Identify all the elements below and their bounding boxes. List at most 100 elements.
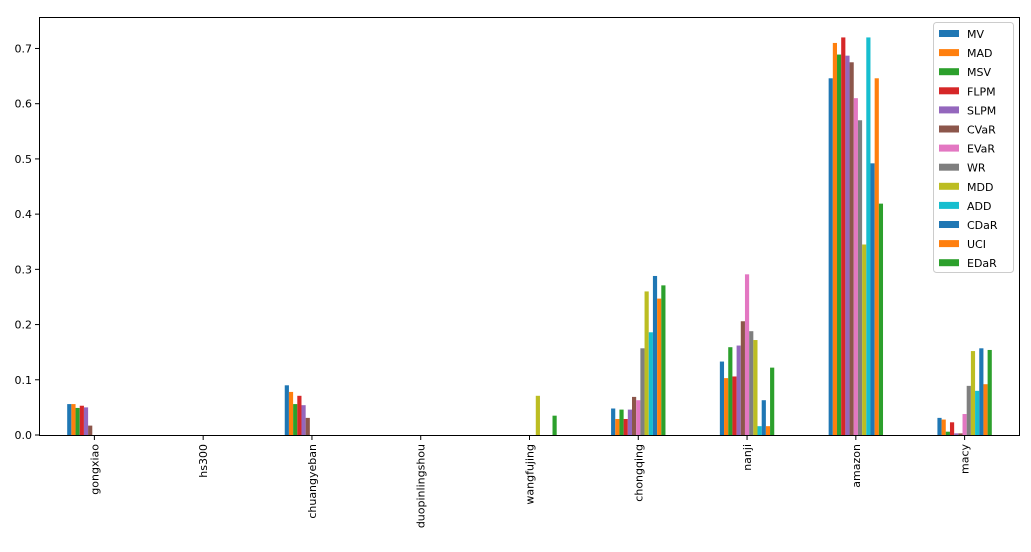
legend-swatch-slpm	[939, 106, 959, 114]
y-tick-label: 0.6	[15, 98, 33, 111]
bar-flpm-nanji	[732, 376, 737, 435]
bar-mdd-nanji	[753, 340, 758, 435]
legend-swatch-mad	[939, 49, 959, 57]
bar-edar-nanji	[770, 367, 775, 435]
bar-slpm-nanji	[736, 345, 741, 435]
y-tick-label: 0.5	[15, 153, 33, 166]
bar-cdar-chongqing	[652, 275, 658, 435]
legend-swatch-add	[939, 201, 959, 209]
bar-wr-macy	[966, 385, 971, 435]
x-tick-label: duopinlingshou	[415, 444, 428, 528]
bar-edar-macy	[987, 349, 992, 435]
bar-msv-macy	[945, 431, 950, 435]
x-tick-label: amazon	[850, 444, 863, 488]
legend-label-mdd: MDD	[967, 181, 993, 194]
bar-cdar-nanji	[761, 400, 766, 435]
y-tick-label: 0.1	[15, 374, 33, 387]
bar-wr-amazon	[857, 120, 863, 435]
bar-cvar-nanji	[740, 321, 745, 435]
y-tick-label: 0.2	[15, 319, 33, 332]
bar-msv-chongqing	[619, 409, 624, 435]
bar-mad-macy	[941, 419, 946, 435]
legend-label-slpm: SLPM	[967, 104, 996, 117]
legend-swatch-cdar	[939, 221, 959, 228]
legend-label-cdar: CDaR	[967, 219, 998, 232]
bar-msv-nanji	[728, 347, 733, 435]
bar-cvar-amazon	[849, 62, 854, 435]
legend-label-wr: WR	[967, 162, 986, 175]
bar-edar-chongqing	[661, 285, 666, 435]
x-tick-label: gongxiao	[88, 444, 101, 495]
bar-evar-nanji	[744, 274, 750, 435]
legend-label-add: ADD	[967, 200, 991, 213]
legend-label-cvar: CVaR	[967, 124, 996, 137]
bar-mv-chongqing	[611, 408, 616, 435]
y-tick-label: 0.0	[15, 429, 33, 442]
bars	[67, 37, 992, 436]
bar-mdd-wangfujing	[535, 395, 540, 435]
legend-label-edar: EDaR	[967, 257, 997, 270]
legend-swatch-msv	[939, 68, 959, 76]
x-tick-label: wangfujing	[524, 444, 537, 505]
bar-mad-chuangyeban	[288, 391, 294, 435]
bar-mv-gongxiao	[67, 404, 72, 435]
bar-mad-nanji	[724, 378, 729, 435]
legend-label-mad: MAD	[967, 47, 993, 60]
x-tick-label: chuangyeban	[306, 444, 319, 519]
bar-slpm-gongxiao	[83, 407, 89, 435]
bar-uci-chongqing	[657, 298, 662, 435]
x-tick-label: hs300	[197, 444, 210, 478]
legend-swatch-evar	[939, 144, 959, 152]
legend-box	[933, 22, 1014, 273]
y-tick-label: 0.4	[15, 208, 33, 221]
bar-uci-nanji	[765, 426, 771, 435]
legend-swatch-cvar	[939, 125, 959, 133]
bar-cvar-gongxiao	[88, 425, 93, 435]
bar-mad-gongxiao	[71, 404, 76, 435]
y-tick-label: 0.7	[15, 42, 33, 55]
bar-slpm-chuangyeban	[301, 405, 306, 435]
bar-mdd-macy	[970, 351, 976, 435]
legend-label-flpm: FLPM	[967, 85, 996, 98]
bar-cdar-amazon	[870, 163, 875, 435]
legend-label-mv: MV	[967, 28, 984, 41]
bar-flpm-chuangyeban	[297, 395, 302, 435]
bar-slpm-amazon	[845, 55, 850, 436]
legend-swatch-flpm	[939, 87, 959, 95]
bar-mad-amazon	[832, 42, 837, 435]
bar-flpm-chongqing	[623, 418, 628, 435]
legend-label-uci: UCI	[967, 238, 986, 251]
legend-label-msv: MSV	[967, 66, 991, 79]
bar-evar-chongqing	[636, 400, 641, 435]
bar-edar-wangfujing	[552, 415, 557, 435]
bar-cvar-macy	[958, 433, 963, 435]
x-axis: gongxiao hs300 chuangyeban duopinlingshou wa…	[88, 435, 972, 528]
bar-flpm-macy	[949, 422, 955, 435]
bar-edar-amazon	[878, 203, 884, 435]
x-tick-label: nanji	[741, 444, 754, 471]
legend-label-evar: EVaR	[967, 143, 995, 156]
bar-add-macy	[975, 390, 980, 435]
bar-evar-macy	[962, 414, 967, 435]
y-axis: 0.0 0.1 0.2 0.3 0.4 0.5 0.6 0.7	[15, 42, 40, 442]
bar-mv-macy	[937, 417, 942, 435]
bar-wr-nanji	[749, 331, 754, 435]
bar-msv-chuangyeban	[293, 404, 298, 435]
bar-uci-macy	[983, 384, 988, 435]
bar-mv-amazon	[828, 78, 833, 435]
bar-slpm-macy	[954, 433, 959, 435]
x-tick-label: chongqing	[632, 444, 645, 502]
legend-swatch-edar	[939, 259, 959, 267]
bar-flpm-gongxiao	[79, 405, 84, 435]
bar-flpm-amazon	[841, 37, 846, 436]
bar-mdd-chongqing	[644, 291, 649, 435]
bar-msv-gongxiao	[75, 407, 80, 435]
bar-add-chongqing	[648, 332, 653, 435]
bar-uci-amazon	[874, 78, 879, 435]
bar-mv-nanji	[719, 361, 725, 435]
bar-add-nanji	[757, 426, 762, 435]
bar-cdar-macy	[979, 348, 984, 435]
legend-swatch-uci	[939, 240, 959, 248]
legend-swatch-wr	[939, 163, 959, 171]
